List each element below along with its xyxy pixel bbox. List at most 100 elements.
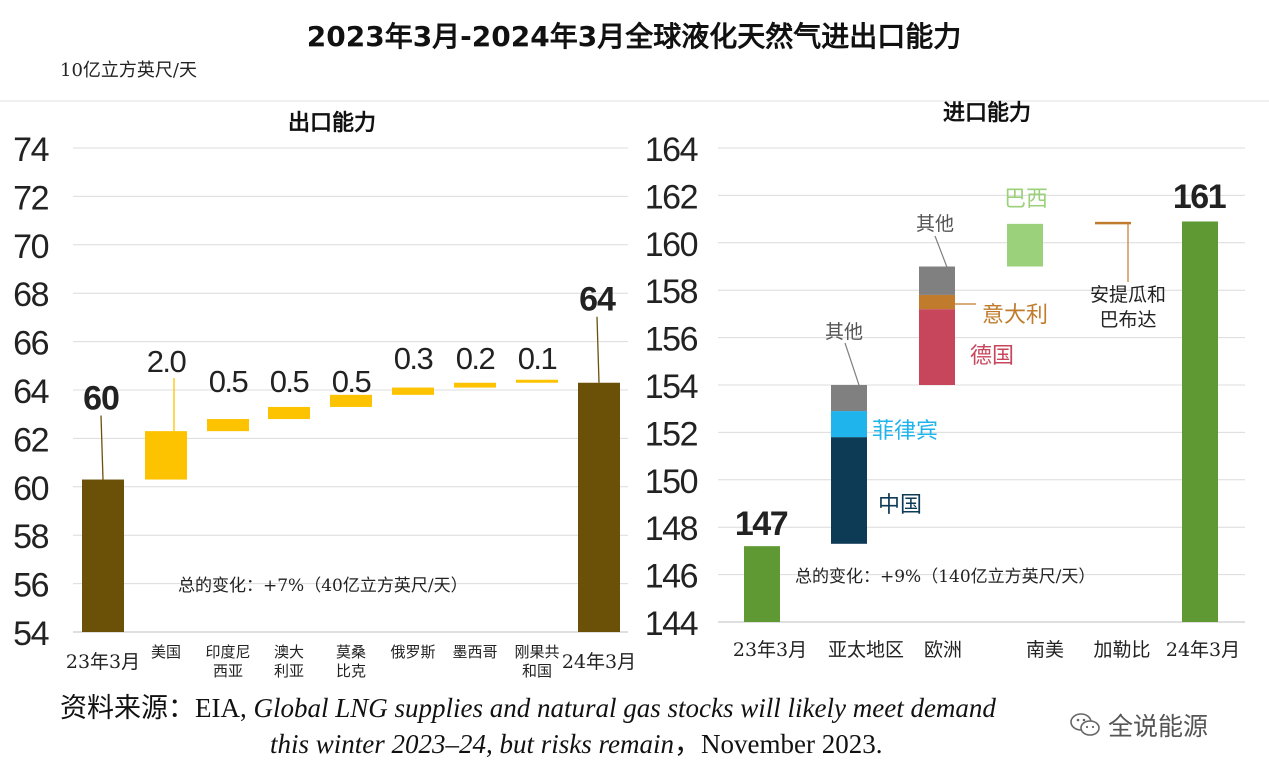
export-capacity-chart: 出口能力 54 56 58 60 62 64 66 68 70 72 74 60 2.0 0.5 0.5 0… xyxy=(13,110,636,680)
watermark-text: 全说能源 xyxy=(1108,712,1209,741)
import-segment-label: 其他 xyxy=(916,213,954,235)
export-y-tick-label: 70 xyxy=(13,228,48,266)
import-total-label: 147 xyxy=(735,505,788,543)
import-x-tick-label: 亚太地区 xyxy=(828,639,904,661)
export-total-bar xyxy=(82,479,124,632)
import-bars xyxy=(744,221,1218,622)
export-x-tick-label: 印度尼 xyxy=(205,643,250,661)
figure: 2023年3月-2024年3月全球液化天然气进出口能力 10亿立方英尺/天 出口… xyxy=(0,20,1269,680)
export-x-tick-label: 比克 xyxy=(336,662,366,680)
export-total-label: 60 xyxy=(83,380,119,418)
import-y-tick-label: 156 xyxy=(645,321,698,359)
export-y-tick-label: 72 xyxy=(13,179,48,217)
import-x-tick-label: 加勒比 xyxy=(1093,639,1150,661)
import-segment-bar xyxy=(919,266,955,295)
import-segment-bar xyxy=(1007,223,1043,267)
export-delta-bar xyxy=(268,406,310,420)
export-x-tick-label: 俄罗斯 xyxy=(390,643,435,661)
import-y-tick-label: 148 xyxy=(645,510,698,548)
import-x-tick-label: 24年3月 xyxy=(1166,639,1240,661)
export-x-tick-label: 美国 xyxy=(151,643,181,661)
export-x-tick-label: 24年3月 xyxy=(562,651,636,673)
import-segment-bar xyxy=(831,437,867,544)
import-x-axis: 23年3月 亚太地区 欧洲 南美 加勒比 24年3月 xyxy=(733,639,1240,661)
import-x-tick-label: 南美 xyxy=(1026,639,1064,661)
import-y-tick-label: 150 xyxy=(645,463,698,501)
export-delta-bar xyxy=(454,382,496,388)
figure-title: 2023年3月-2024年3月全球液化天然气进出口能力 xyxy=(307,20,961,53)
import-segment-label: 中国 xyxy=(878,493,922,518)
import-segment-bar xyxy=(831,385,867,412)
source-title-line1: Global LNG supplies and natural gas stoc… xyxy=(253,693,996,723)
export-y-tick-label: 68 xyxy=(13,276,48,314)
import-segment-bar xyxy=(919,309,955,385)
export-x-tick-label: 刚果共 xyxy=(514,643,559,661)
wechat-icon xyxy=(1070,713,1100,736)
export-y-tick-label: 58 xyxy=(13,518,48,556)
import-label-leader xyxy=(934,235,951,276)
import-total-bar xyxy=(1182,221,1218,622)
import-y-tick-label: 144 xyxy=(645,605,698,643)
import-label-leader xyxy=(844,342,861,389)
export-y-tick-label: 64 xyxy=(13,373,48,411)
export-y-tick-label: 60 xyxy=(13,470,48,508)
export-bars xyxy=(82,379,620,632)
import-x-tick-label: 23年3月 xyxy=(733,639,807,661)
export-delta-bar xyxy=(330,394,372,407)
export-delta-bar xyxy=(392,387,434,395)
export-delta-label: 0.2 xyxy=(456,341,495,376)
export-delta-label: 0.5 xyxy=(270,364,309,399)
import-capacity-chart: 进口能力 144 146 148 150 152 154 156 158 160 162 164 1… xyxy=(645,100,1245,661)
export-delta-bar xyxy=(145,431,187,480)
export-x-tick-label: 和国 xyxy=(522,662,552,680)
import-y-tick-label: 162 xyxy=(645,178,698,216)
export-y-axis: 54 56 58 60 62 64 66 68 70 72 74 xyxy=(13,131,50,653)
export-total-change-note: 总的变化：+7%（40亿立方英尺/天） xyxy=(178,576,468,596)
import-y-axis: 144 146 148 150 152 154 156 158 160 162 164 xyxy=(645,131,699,643)
export-total-bar xyxy=(578,382,620,632)
import-segment-bar xyxy=(1095,221,1131,225)
import-chart-title: 进口能力 xyxy=(943,100,1031,126)
watermark: 全说能源 xyxy=(1070,705,1208,745)
import-segment-bar xyxy=(831,411,867,438)
export-data-labels: 60 2.0 0.5 0.5 0.5 0.3 0.2 0.1 64 xyxy=(83,281,617,480)
import-total-label: 161 xyxy=(1173,178,1226,216)
import-segment-label: 菲律宾 xyxy=(872,419,938,444)
export-y-tick-label: 66 xyxy=(13,325,48,363)
source-title-line2: this winter 2023–24, but risks remain xyxy=(270,729,675,759)
source-prefix: 资料来源：EIA, xyxy=(60,693,254,723)
export-delta-label: 0.5 xyxy=(332,364,371,399)
source-suffix: ，November 2023. xyxy=(674,729,883,759)
import-y-tick-label: 160 xyxy=(645,226,698,264)
unit-label: 10亿立方英尺/天 xyxy=(60,60,197,81)
export-delta-label: 0.3 xyxy=(394,341,433,376)
import-y-tick-label: 154 xyxy=(645,368,698,406)
import-y-tick-label: 152 xyxy=(645,415,698,453)
export-chart-title: 出口能力 xyxy=(288,110,376,136)
import-segment-bar xyxy=(919,294,955,310)
import-segment-label: 安提瓜和 xyxy=(1090,284,1166,306)
export-x-tick-label: 利亚 xyxy=(274,662,304,680)
export-y-tick-label: 56 xyxy=(13,567,48,605)
export-label-leader xyxy=(100,415,104,480)
export-label-leader xyxy=(596,316,600,383)
import-segment-label: 其他 xyxy=(825,321,863,343)
export-x-tick-label: 澳大 xyxy=(274,643,304,661)
import-segment-label: 巴西 xyxy=(1004,187,1048,212)
export-delta-label: 2.0 xyxy=(147,344,187,379)
import-total-bar xyxy=(744,546,780,622)
export-delta-label: 0.1 xyxy=(518,341,557,376)
import-x-tick-label: 欧洲 xyxy=(924,639,962,661)
export-y-tick-label: 54 xyxy=(13,615,48,653)
export-total-label: 64 xyxy=(579,281,616,319)
import-y-tick-label: 158 xyxy=(645,273,698,311)
import-y-tick-label: 164 xyxy=(645,131,698,169)
export-x-tick-label: 莫桑 xyxy=(336,643,366,661)
source-note: 资料来源：EIA, Global LNG supplies and natura… xyxy=(60,690,1120,762)
export-x-tick-label: 西亚 xyxy=(213,662,243,680)
import-y-tick-label: 146 xyxy=(645,558,698,596)
export-y-tick-label: 62 xyxy=(13,421,48,459)
export-y-tick-label: 74 xyxy=(13,131,48,169)
